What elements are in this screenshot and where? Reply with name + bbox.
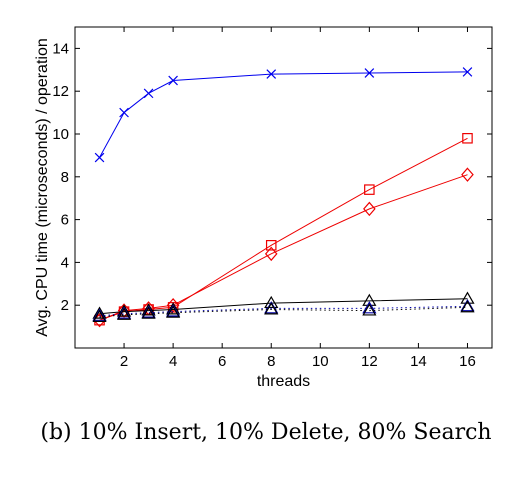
x-tick-label: 6 — [218, 353, 226, 370]
triangle-marker — [460, 300, 475, 313]
triangle-marker — [362, 303, 377, 316]
x-tick-label: 16 — [459, 353, 476, 370]
series-2-line — [99, 137, 468, 321]
triangle-marker — [116, 307, 132, 320]
square-marker — [462, 133, 473, 144]
triangle-marker — [166, 305, 181, 318]
x-tick-label: 10 — [312, 353, 329, 370]
y-tick-label: 14 — [52, 40, 69, 57]
triangle-marker — [460, 291, 475, 304]
chart: 2 4 6 8 10 12 14 16 2 4 6 8 10 12 14 threads Avg. CPU … — [34, 26, 493, 390]
triangle-marker — [141, 306, 156, 319]
triangle-marker — [166, 302, 181, 315]
triangle-marker — [92, 306, 107, 319]
square-marker — [265, 240, 277, 251]
figure-caption: (b) 10% Insert, 10% Delete, 80% Search — [40, 420, 492, 445]
x-tick-label: 8 — [267, 353, 275, 370]
triangle-marker — [116, 304, 132, 317]
diamond-marker — [166, 297, 180, 313]
x-marker — [266, 69, 277, 79]
x-marker — [94, 152, 105, 163]
triangle-marker — [92, 309, 107, 322]
x-tick-label: 4 — [169, 353, 177, 370]
series-6-line — [99, 306, 468, 318]
triangle-marker — [362, 301, 377, 314]
x-marker — [364, 68, 375, 78]
series-1 — [94, 67, 473, 163]
x-marker — [119, 107, 129, 118]
diamond-marker — [363, 201, 376, 217]
series-3-line — [99, 174, 468, 321]
y-tick-label: 8 — [61, 169, 69, 186]
x-marker — [143, 88, 154, 99]
x-tick-label: 12 — [361, 353, 378, 370]
series-6 — [92, 300, 475, 322]
x-marker — [168, 75, 178, 86]
series-4-line — [99, 298, 468, 315]
series-2 — [94, 133, 473, 326]
x-axis-label: threads — [257, 373, 310, 390]
triangle-marker — [141, 303, 156, 316]
triangle-marker — [264, 295, 279, 309]
triangle-marker — [264, 302, 279, 315]
y-tick-label: 10 — [52, 126, 69, 143]
x-tick-label: 14 — [410, 353, 427, 370]
y-tick-label: 6 — [61, 212, 69, 229]
series-1-line — [99, 71, 468, 158]
x-marker — [462, 67, 473, 77]
plot-area — [74, 26, 493, 349]
series-layer — [92, 67, 475, 328]
series-5-line — [99, 305, 468, 317]
y-tick-label: 4 — [61, 254, 69, 271]
diamond-marker — [264, 246, 278, 262]
diamond-marker — [461, 167, 474, 182]
x-tick-label: 2 — [120, 353, 128, 370]
square-marker — [364, 184, 375, 195]
y-tick-label: 12 — [52, 83, 69, 100]
y-axis-label: Avg. CPU time (microseconds) / operation — [34, 38, 51, 336]
diamond-marker — [117, 303, 131, 318]
y-tick-label: 2 — [61, 297, 69, 314]
tick-layer: 2 4 6 8 10 12 14 16 2 4 6 8 10 12 14 — [52, 27, 492, 370]
plot-frame — [74, 26, 493, 349]
